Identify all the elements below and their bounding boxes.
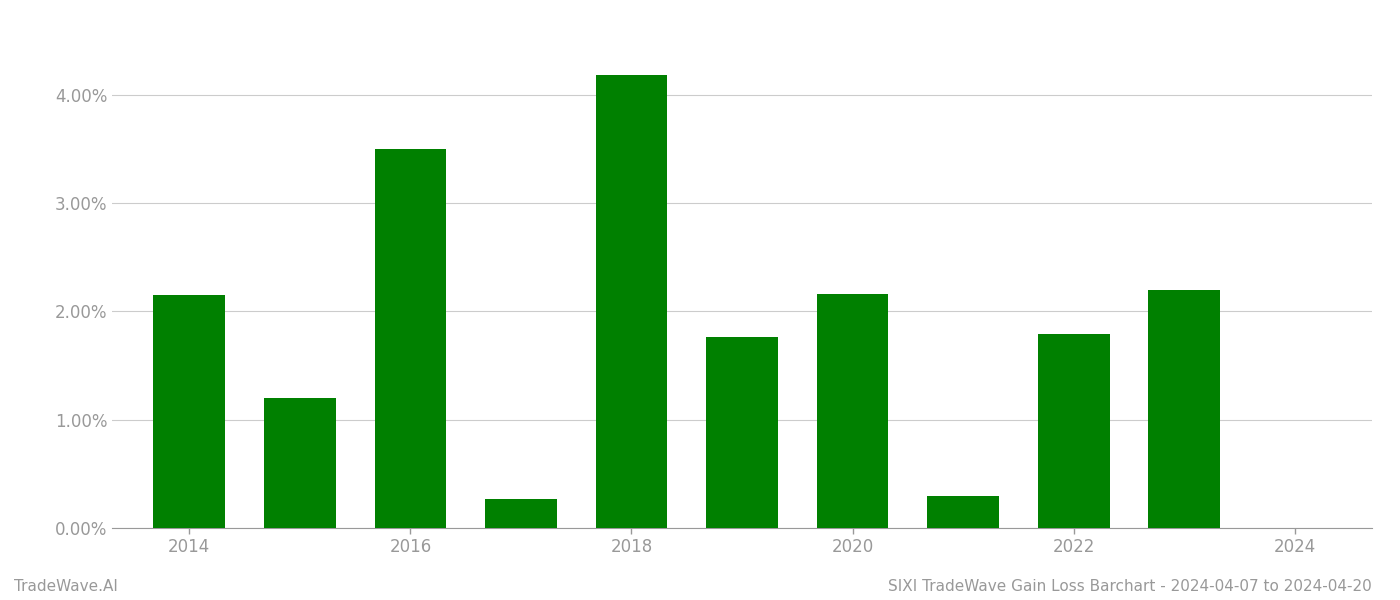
Text: SIXI TradeWave Gain Loss Barchart - 2024-04-07 to 2024-04-20: SIXI TradeWave Gain Loss Barchart - 2024… <box>888 579 1372 594</box>
Bar <box>706 337 778 528</box>
Bar <box>484 499 557 528</box>
Bar <box>1037 334 1110 528</box>
Bar <box>595 76 668 528</box>
Text: TradeWave.AI: TradeWave.AI <box>14 579 118 594</box>
Bar <box>375 149 447 528</box>
Bar <box>927 496 1000 528</box>
Bar <box>1148 290 1219 528</box>
Bar <box>265 398 336 528</box>
Bar <box>816 294 889 528</box>
Bar <box>154 295 225 528</box>
